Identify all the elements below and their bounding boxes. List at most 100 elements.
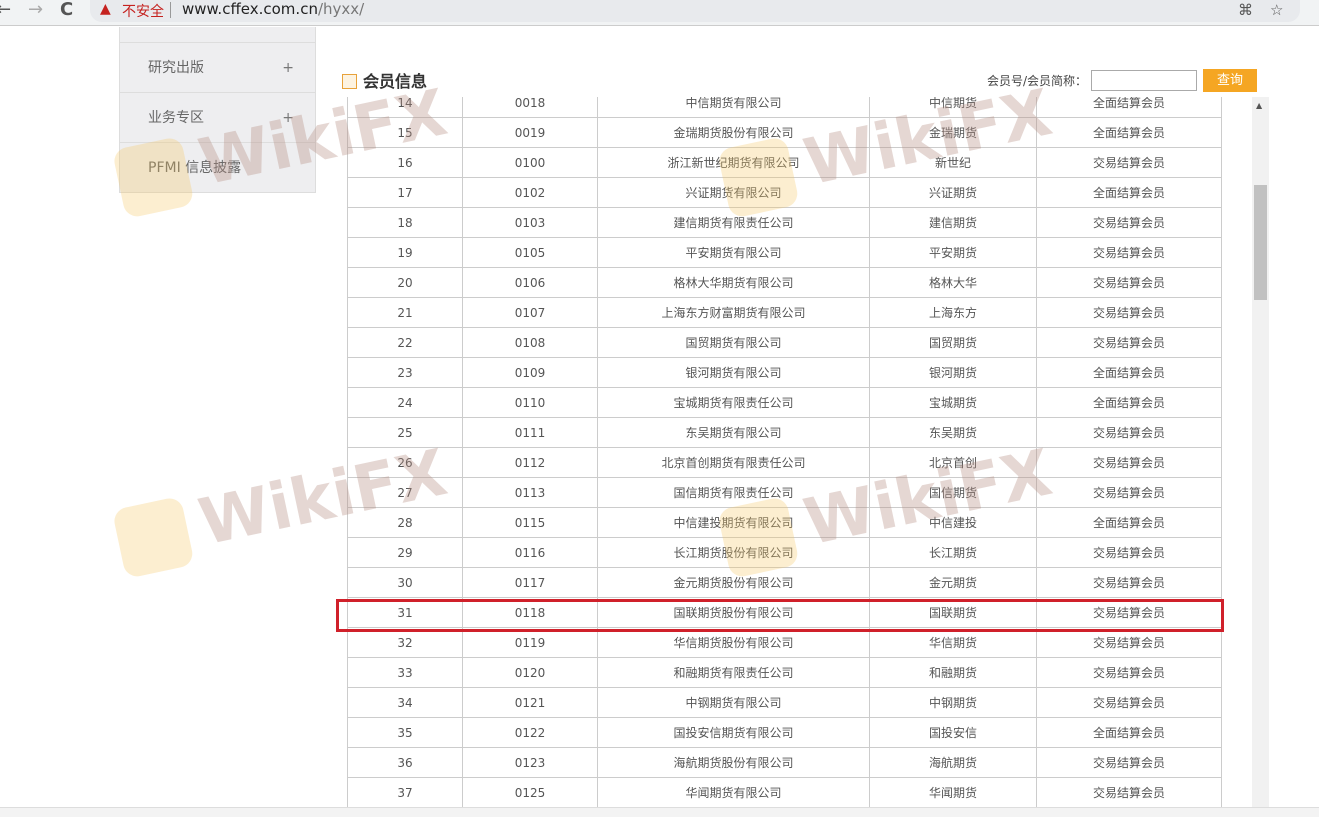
scrollbar[interactable]: ▲	[1252, 97, 1269, 807]
status-bar	[0, 807, 1319, 817]
table-row: 24 0110 宝城期货有限责任公司 宝城期货 全面结算会员	[347, 387, 1222, 418]
short-name: 北京首创	[869, 447, 1037, 478]
search-input[interactable]	[1091, 70, 1197, 91]
member-type: 全面结算会员	[1036, 387, 1222, 418]
translate-icon[interactable]: ⌘	[1238, 1, 1253, 19]
highlight-box	[336, 599, 1224, 632]
member-type: 交易结算会员	[1036, 747, 1222, 778]
company-name: 和融期货有限责任公司	[597, 657, 870, 688]
url-path: /hyxx/	[317, 0, 365, 18]
member-code: 0106	[462, 267, 598, 298]
member-code: 0107	[462, 297, 598, 328]
table-row: 34 0121 中钢期货有限公司 中钢期货 交易结算会员	[347, 687, 1222, 718]
star-icon[interactable]: ☆	[1270, 1, 1284, 19]
row-number: 19	[347, 237, 463, 268]
url-host: www.cffex.com.cn	[182, 0, 318, 18]
short-name: 华信期货	[869, 627, 1037, 658]
sidebar-item-pfmi[interactable]: PFMI 信息披露	[120, 142, 316, 192]
short-name: 平安期货	[869, 237, 1037, 268]
member-type: 全面结算会员	[1036, 507, 1222, 538]
member-code: 0018	[462, 97, 598, 118]
sidebar-item-business[interactable]: 业务专区 +	[120, 92, 316, 142]
member-code: 0118	[462, 597, 598, 628]
member-code: 0115	[462, 507, 598, 538]
table-row: 17 0102 兴证期货有限公司 兴证期货 全面结算会员	[347, 177, 1222, 208]
table-row: 30 0117 金元期货股份有限公司 金元期货 交易结算会员	[347, 567, 1222, 598]
scrollbar-thumb[interactable]	[1254, 185, 1267, 300]
page-title: 会员信息	[342, 68, 427, 92]
member-type: 全面结算会员	[1036, 117, 1222, 148]
reload-button[interactable]: C	[60, 0, 74, 20]
member-type: 交易结算会员	[1036, 447, 1222, 478]
member-code: 0108	[462, 327, 598, 358]
table-row: 25 0111 东吴期货有限公司 东吴期货 交易结算会员	[347, 417, 1222, 448]
member-type: 交易结算会员	[1036, 477, 1222, 508]
table-row: 35 0122 国投安信期货有限公司 国投安信 全面结算会员	[347, 717, 1222, 748]
table-row: 29 0116 长江期货股份有限公司 长江期货 交易结算会员	[347, 537, 1222, 568]
member-type: 交易结算会员	[1036, 657, 1222, 688]
short-name: 银河期货	[869, 357, 1037, 388]
company-name: 平安期货有限公司	[597, 237, 870, 268]
address-bar[interactable]: ▲ 不安全 www.cffex.com.cn/hyxx/ ⌘ ☆	[90, 0, 1300, 22]
table-row: 26 0112 北京首创期货有限责任公司 北京首创 交易结算会员	[347, 447, 1222, 478]
member-type: 交易结算会员	[1036, 267, 1222, 298]
table-row: 23 0109 银河期货有限公司 银河期货 全面结算会员	[347, 357, 1222, 388]
member-type: 全面结算会员	[1036, 177, 1222, 208]
member-code: 0125	[462, 777, 598, 807]
company-name: 国贸期货有限公司	[597, 327, 870, 358]
company-name: 金元期货股份有限公司	[597, 567, 870, 598]
sidebar-item-label: 研究出版	[148, 60, 204, 76]
sidebar-item-label: 业务专区	[148, 110, 204, 126]
row-number: 30	[347, 567, 463, 598]
member-code: 0121	[462, 687, 598, 718]
company-name: 浙江新世纪期货有限公司	[597, 147, 870, 178]
company-name: 中信建投期货有限公司	[597, 507, 870, 538]
company-name: 银河期货有限公司	[597, 357, 870, 388]
row-number: 24	[347, 387, 463, 418]
member-type: 交易结算会员	[1036, 327, 1222, 358]
row-number: 27	[347, 477, 463, 508]
member-type: 全面结算会员	[1036, 357, 1222, 388]
security-label: 不安全	[122, 4, 164, 20]
member-code: 0103	[462, 207, 598, 238]
company-name: 华信期货股份有限公司	[597, 627, 870, 658]
scroll-up-icon[interactable]: ▲	[1256, 101, 1263, 110]
user-icon	[342, 74, 357, 89]
back-button[interactable]: ←	[0, 0, 12, 20]
sidebar: 研究出版 + 业务专区 + PFMI 信息披露	[119, 27, 316, 193]
row-number: 14	[347, 97, 463, 118]
member-code: 0123	[462, 747, 598, 778]
member-type: 交易结算会员	[1036, 687, 1222, 718]
short-name: 东吴期货	[869, 417, 1037, 448]
table-row: 22 0108 国贸期货有限公司 国贸期货 交易结算会员	[347, 327, 1222, 358]
search-button[interactable]: 查询	[1203, 69, 1257, 92]
url-text[interactable]: www.cffex.com.cn/hyxx/	[182, 0, 364, 18]
row-number: 33	[347, 657, 463, 688]
row-number: 18	[347, 207, 463, 238]
member-code: 0109	[462, 357, 598, 388]
company-name: 宝城期货有限责任公司	[597, 387, 870, 418]
short-name: 华闻期货	[869, 777, 1037, 807]
table-row: 15 0019 金瑞期货股份有限公司 金瑞期货 全面结算会员	[347, 117, 1222, 148]
short-name: 国联期货	[869, 597, 1037, 628]
short-name: 海航期货	[869, 747, 1037, 778]
table-row: 27 0113 国信期货有限责任公司 国信期货 交易结算会员	[347, 477, 1222, 508]
table-row: 36 0123 海航期货股份有限公司 海航期货 交易结算会员	[347, 747, 1222, 778]
short-name: 金瑞期货	[869, 117, 1037, 148]
row-number: 36	[347, 747, 463, 778]
member-type: 交易结算会员	[1036, 537, 1222, 568]
company-name: 东吴期货有限公司	[597, 417, 870, 448]
short-name: 和融期货	[869, 657, 1037, 688]
forward-button[interactable]: →	[28, 0, 44, 20]
row-number: 21	[347, 297, 463, 328]
member-table-container: 14 0018 中信期货有限公司 中信期货 全面结算会员 15 0019 金瑞期货股份有限公司…	[340, 97, 1252, 807]
member-type: 交易结算会员	[1036, 417, 1222, 448]
row-number: 28	[347, 507, 463, 538]
short-name: 建信期货	[869, 207, 1037, 238]
company-name: 金瑞期货股份有限公司	[597, 117, 870, 148]
company-name: 长江期货股份有限公司	[597, 537, 870, 568]
sidebar-item-research[interactable]: 研究出版 +	[120, 42, 316, 92]
short-name: 中钢期货	[869, 687, 1037, 718]
table-row: 31 0118 国联期货股份有限公司 国联期货 交易结算会员	[347, 597, 1222, 628]
row-number: 22	[347, 327, 463, 358]
